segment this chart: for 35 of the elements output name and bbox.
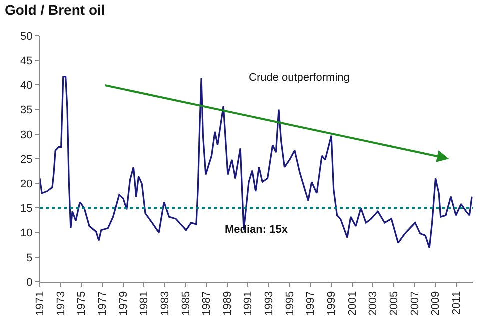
x-tick-label: 1999 [326, 291, 338, 316]
x-tick-label: 1985 [180, 291, 192, 316]
x-tick-label: 2007 [409, 291, 422, 316]
y-tick-label: 20 [20, 178, 33, 190]
y-tick-label: 35 [20, 104, 33, 117]
x-tick-label: 1989 [222, 291, 234, 316]
y-tick-label: 15 [20, 203, 33, 216]
x-tick-label: 1973 [55, 291, 68, 316]
x-tick-label: 1971 [34, 291, 47, 316]
x-tick-label: 2001 [346, 291, 359, 316]
y-tick-label: 25 [20, 154, 33, 166]
y-tick-label: 45 [20, 55, 33, 68]
x-tick-label: 2009 [430, 291, 442, 316]
x-tick-label: 1987 [201, 291, 214, 316]
y-tick-label: 30 [20, 129, 33, 142]
x-tick-label: 1995 [284, 291, 296, 316]
x-tick-label: 2011 [450, 291, 463, 316]
x-tick-label: 1981 [138, 291, 151, 316]
x-tick-label: 1977 [97, 291, 110, 316]
y-tick-label: 0 [26, 276, 33, 289]
x-tick-label: 2005 [388, 291, 400, 316]
annotation: Crude outperforming [249, 72, 350, 84]
y-tick-label: 40 [20, 80, 33, 92]
x-tick-label: 1991 [242, 291, 255, 316]
x-tick-label: 1993 [264, 291, 276, 316]
y-tick-label: 50 [20, 30, 33, 43]
ref-line-label: Median: 15x [225, 224, 289, 236]
x-tick-label: 1979 [118, 291, 130, 316]
y-tick-label: 10 [20, 228, 33, 240]
x-tick-label: 1997 [305, 291, 318, 316]
x-tick-label: 1975 [76, 291, 88, 316]
y-tick-label: 5 [26, 252, 33, 264]
chart-title: Gold / Brent oil [4, 2, 106, 18]
x-tick-label: 2003 [368, 291, 380, 316]
x-tick-label: 1983 [159, 291, 172, 316]
